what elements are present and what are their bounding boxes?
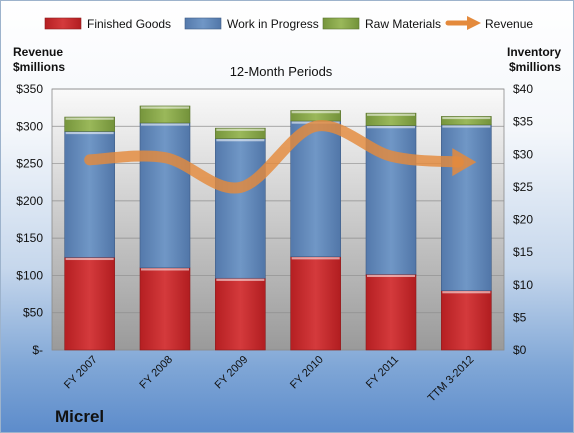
bar-work-in-progress-ttm-3-2012 xyxy=(441,124,492,291)
left-tick-label: $- xyxy=(32,343,43,357)
x-axis-ticks: FY 2007 FY 2008 FY 2009 FY 2010 FY 2011 TTM 3… xyxy=(62,354,476,405)
right-tick-label: $30 xyxy=(513,147,533,161)
left-tick-label: $300 xyxy=(16,119,43,133)
right-tick-label: $0 xyxy=(513,343,527,357)
bar-highlight xyxy=(141,123,189,126)
bar-highlight xyxy=(65,131,114,135)
company-name: Micrel xyxy=(55,407,105,426)
bar-raw-materials-ttm-3-2012 xyxy=(441,116,492,126)
revenue-arrowhead xyxy=(452,148,477,177)
bar-highlight xyxy=(65,257,114,261)
gridlines xyxy=(52,88,504,351)
legend-arrow-revenue xyxy=(445,16,481,30)
left-axis-title-line2: $millions xyxy=(13,60,65,74)
bar-highlight xyxy=(65,117,114,120)
right-tick-label: $25 xyxy=(513,180,533,194)
legend-label-work-in-progress: Work in Progress xyxy=(227,17,319,31)
legend-item-raw-materials: Raw Materials xyxy=(322,17,441,31)
bar-work-in-progress-fy-2009 xyxy=(215,138,266,279)
bar-highlight xyxy=(141,268,189,271)
bar-highlight xyxy=(442,291,491,294)
right-tick-label: $15 xyxy=(513,245,533,259)
right-axis-title-line2: $millions xyxy=(509,60,561,74)
x-tick-label-fy-2010: FY 2010 xyxy=(288,354,326,392)
legend-swatch-raw-materials xyxy=(322,17,360,30)
right-axis-title-line1: Inventory xyxy=(507,45,561,59)
legend-item-finished-goods: Finished Goods xyxy=(44,17,171,31)
legend-item-revenue: Revenue xyxy=(445,16,533,31)
plot-area xyxy=(51,88,505,351)
left-axis-ticks: $- $50 $100 $150 $200 $250 $300 $350 xyxy=(16,82,43,357)
bar-raw-materials-fy-2008 xyxy=(139,105,191,124)
x-tick-label-fy-2011: FY 2011 xyxy=(364,354,401,391)
bar-finished-goods-fy-2007 xyxy=(64,257,115,351)
right-tick-label: $5 xyxy=(513,310,527,324)
revenue-line xyxy=(84,120,464,194)
bar-finished-goods-ttm-3-2012 xyxy=(441,290,492,351)
revenue-series xyxy=(84,120,477,194)
left-tick-label: $250 xyxy=(16,157,43,171)
legend: Finished Goods Work in Progress Raw Mate… xyxy=(44,16,533,31)
bar-finished-goods-fy-2011 xyxy=(365,274,417,351)
legend-label-finished-goods: Finished Goods xyxy=(87,17,171,31)
bar-highlight xyxy=(216,128,265,131)
bar-raw-materials-fy-2011 xyxy=(365,112,417,126)
x-tick-label-ttm-3-2012: TTM 3-2012 xyxy=(426,354,477,405)
bar-finished-goods-fy-2008 xyxy=(139,267,191,351)
legend-swatch-finished-goods xyxy=(44,17,82,30)
left-tick-label: $150 xyxy=(16,231,43,245)
x-tick-label-fy-2007: FY 2007 xyxy=(62,354,100,392)
left-tick-label: $50 xyxy=(23,306,43,320)
bar-highlight xyxy=(367,113,415,116)
bar-work-in-progress-fy-2008 xyxy=(139,122,191,269)
legend-label-raw-materials: Raw Materials xyxy=(365,17,441,31)
x-tick-label-fy-2009: FY 2009 xyxy=(213,354,251,392)
bar-highlight xyxy=(141,106,189,109)
left-tick-label: $100 xyxy=(16,268,43,282)
bar-highlight xyxy=(216,139,265,142)
bar-work-in-progress-fy-2007 xyxy=(64,131,115,258)
legend-label-revenue: Revenue xyxy=(485,17,533,31)
bar-highlight xyxy=(442,116,491,120)
bar-raw-materials-fy-2009 xyxy=(215,127,266,139)
chart-title: 12-Month Periods xyxy=(230,64,333,79)
right-tick-label: $40 xyxy=(513,82,533,96)
right-tick-label: $35 xyxy=(513,115,533,129)
bar-highlight xyxy=(291,111,340,114)
legend-item-work-in-progress: Work in Progress xyxy=(184,17,319,31)
bar-finished-goods-fy-2009 xyxy=(215,277,266,351)
bars xyxy=(64,105,492,351)
bar-raw-materials-fy-2007 xyxy=(64,116,115,132)
bar-highlight xyxy=(291,257,340,260)
bar-highlight xyxy=(442,125,491,128)
bar-finished-goods-fy-2010 xyxy=(290,256,341,351)
left-tick-label: $200 xyxy=(16,194,43,208)
bar-highlight xyxy=(367,274,415,278)
left-tick-label: $350 xyxy=(16,82,43,96)
right-tick-label: $10 xyxy=(513,278,533,292)
legend-swatch-work-in-progress xyxy=(184,17,222,30)
right-axis-ticks: $0 $5 $10 $15 $20 $25 $30 $35 $40 xyxy=(513,82,533,357)
x-tick-label-fy-2008: FY 2008 xyxy=(137,354,175,392)
bar-highlight xyxy=(216,278,265,281)
left-axis-title-line1: Revenue xyxy=(13,45,63,59)
bar-highlight xyxy=(367,126,415,129)
right-tick-label: $20 xyxy=(513,213,533,227)
bar-work-in-progress-fy-2010 xyxy=(290,120,341,257)
